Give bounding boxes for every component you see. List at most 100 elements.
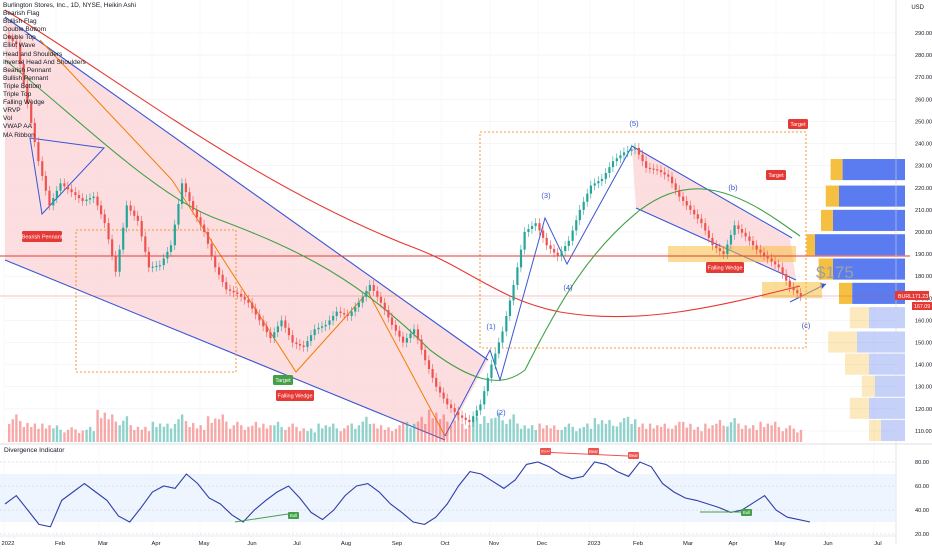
candle-body	[785, 273, 788, 281]
candle-body	[501, 331, 504, 343]
candlesticks	[8, 30, 802, 427]
indicator-item[interactable]: Elliot Wave	[3, 42, 36, 50]
volume-bar	[313, 432, 316, 442]
candle-body	[519, 249, 523, 268]
volume-bar	[111, 414, 114, 442]
candle-body	[671, 176, 674, 184]
volume-bar	[799, 429, 803, 442]
annotation-target-high-1: Target	[788, 119, 808, 129]
last-price-tag: BURL 171.23 167.09	[895, 291, 932, 310]
volume-bar	[659, 426, 663, 442]
volume-bar	[578, 428, 582, 442]
indicator-item[interactable]: Bearish Flag	[3, 10, 40, 18]
indicator-item[interactable]: VRVP	[3, 107, 21, 115]
volume-bar	[133, 430, 136, 442]
candle-body	[516, 267, 519, 286]
candle-body	[70, 189, 73, 193]
candle-body	[589, 185, 592, 194]
wave-5-label: (5)	[629, 119, 639, 128]
volume-bar	[608, 419, 611, 442]
indicator-item[interactable]: Triple Bottom	[3, 82, 42, 90]
candle-body	[549, 245, 552, 249]
candle-body	[96, 196, 99, 206]
vp-bar-down	[869, 353, 905, 375]
wave-1-label: (1)	[486, 322, 496, 331]
volume-bar	[777, 427, 781, 442]
volume-bar	[759, 421, 762, 442]
volume-bar	[177, 419, 180, 442]
indicator-item[interactable]: Bullish Flag	[3, 18, 37, 26]
candle-body	[424, 349, 427, 361]
candle-body	[111, 239, 114, 256]
price-tick-label: 120.00	[915, 407, 932, 413]
volume-bar	[368, 424, 372, 442]
candle-body	[335, 311, 338, 316]
volume-bar	[711, 425, 714, 442]
volume-bar	[545, 425, 548, 442]
volume-bar	[634, 419, 637, 442]
candle-body	[696, 214, 699, 219]
candle-body	[173, 224, 176, 246]
candle-body	[755, 245, 758, 250]
time-tick-label: Sep	[392, 541, 402, 547]
indicator-item[interactable]: VWAP AA	[3, 123, 32, 131]
price-tick-label: 250.00	[915, 119, 932, 125]
vp-bar-down	[852, 282, 905, 304]
volume-bar	[302, 428, 305, 442]
volume-bar	[582, 427, 585, 442]
volume-bar	[243, 430, 247, 442]
volume-bar	[619, 422, 622, 442]
candle-body	[276, 326, 279, 333]
candle-body	[15, 41, 18, 45]
volume-bar	[689, 423, 692, 442]
candle-body	[648, 167, 652, 170]
volume-bar	[490, 418, 493, 442]
price-target-label: $175	[816, 263, 854, 282]
volume-bar	[328, 426, 331, 442]
volume-bar	[276, 421, 280, 442]
time-tick-label: Mar	[98, 541, 108, 547]
vp-bar-up	[806, 234, 815, 256]
volume-bar	[55, 425, 59, 442]
candle-body	[622, 152, 626, 156]
vp-bar-up	[849, 307, 869, 329]
volume-bar	[269, 425, 272, 442]
time-tick-label: Apr	[151, 541, 160, 547]
candle-body	[704, 223, 707, 231]
vp-bar-down	[869, 307, 905, 329]
indicator-item[interactable]: Double Bottom	[3, 26, 46, 34]
candle-body	[678, 189, 681, 197]
indicator-item[interactable]: MA Ribbon	[3, 131, 35, 139]
indicator-item[interactable]: Falling Wedge	[3, 99, 45, 107]
candle-body	[689, 205, 692, 210]
indicator-item[interactable]: Triple Top	[3, 91, 32, 99]
volume-bar	[542, 428, 545, 442]
indicator-item[interactable]: Bullish Pennant	[3, 74, 49, 82]
price-tick-label: 260.00	[915, 97, 932, 103]
candle-body	[48, 190, 51, 206]
candle-body	[63, 183, 66, 187]
candle-body	[435, 377, 438, 387]
candle-body	[453, 408, 456, 412]
candle-body	[538, 223, 541, 231]
volume-bar	[66, 429, 70, 442]
candle-body	[144, 236, 147, 252]
vp-bar-down	[881, 419, 905, 441]
indicator-item[interactable]: Double Top	[3, 34, 36, 42]
indicator-item[interactable]: Head and Shoulders	[3, 50, 63, 58]
volume-bar	[77, 433, 81, 442]
candle-body	[339, 311, 342, 314]
candle-body	[604, 173, 607, 179]
indicator-item[interactable]: Vol	[3, 115, 13, 123]
volume-bar	[413, 423, 416, 442]
annotation-target-low: Target	[273, 375, 293, 385]
candle-body	[674, 183, 677, 190]
time-tick-label: Jul	[293, 541, 300, 547]
indicator-item[interactable]: Bearish Pennant	[3, 66, 52, 74]
osc-line	[4, 461, 811, 528]
price-tick-label: 110.00	[915, 429, 932, 435]
indicator-item[interactable]: Inverse Head And Shoulders	[3, 58, 86, 66]
volume-bar	[125, 416, 129, 442]
candle-body	[26, 83, 29, 104]
volume-bar	[671, 428, 674, 442]
